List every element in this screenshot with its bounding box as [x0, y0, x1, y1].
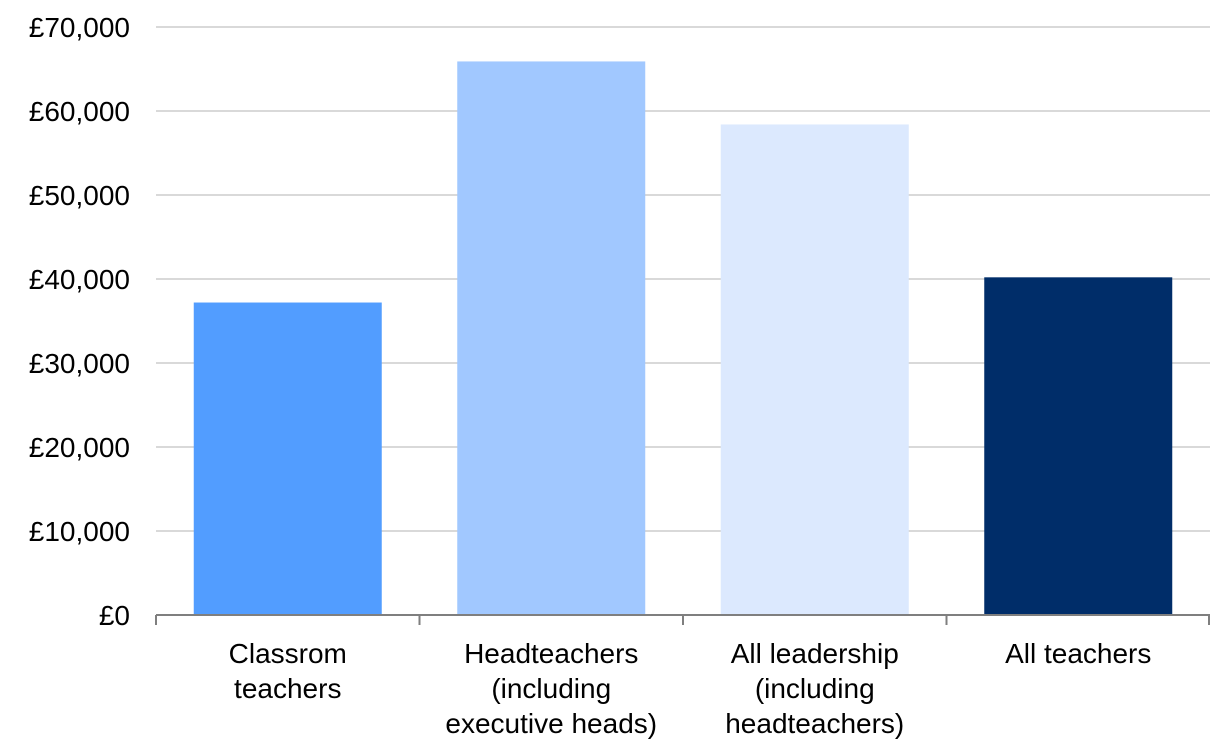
bar: [193, 302, 382, 615]
y-axis-tick-labels: £0 £10,000 £20,000 £30,000 £40,000 £50,000 £60…: [29, 12, 130, 631]
x-category-label: All teachers: [1005, 638, 1151, 669]
y-tick-label: £70,000: [29, 12, 130, 43]
x-axis-category-labels: Classrom teachers Headteachers (including ex…: [229, 638, 1152, 739]
y-tick-label: £0: [99, 600, 130, 631]
y-tick-label: £40,000: [29, 264, 130, 295]
bar: [984, 277, 1173, 615]
x-category-label-line: All leadership: [731, 638, 899, 669]
x-category-label-line: (including: [755, 673, 875, 704]
x-category-label-line: Classrom: [229, 638, 347, 669]
y-tick-label: £60,000: [29, 96, 130, 127]
x-category-label-line: All teachers: [1005, 638, 1151, 669]
x-category-label: Classrom teachers: [229, 638, 347, 704]
axes: [155, 614, 1210, 625]
y-tick-label: £50,000: [29, 180, 130, 211]
x-category-label: Headteachers (including executive heads): [445, 638, 657, 739]
x-category-label-line: (including: [491, 673, 611, 704]
x-category-label-line: executive heads): [445, 708, 657, 739]
y-tick-label: £10,000: [29, 516, 130, 547]
bars: [193, 61, 1173, 615]
y-tick-label: £30,000: [29, 348, 130, 379]
x-category-label: All leadership (including headteachers): [725, 638, 904, 739]
x-category-label-line: Headteachers: [464, 638, 638, 669]
x-category-label-line: headteachers): [725, 708, 904, 739]
x-category-label-line: teachers: [234, 673, 341, 704]
bar: [720, 124, 909, 615]
bar: [457, 61, 646, 615]
y-tick-label: £20,000: [29, 432, 130, 463]
